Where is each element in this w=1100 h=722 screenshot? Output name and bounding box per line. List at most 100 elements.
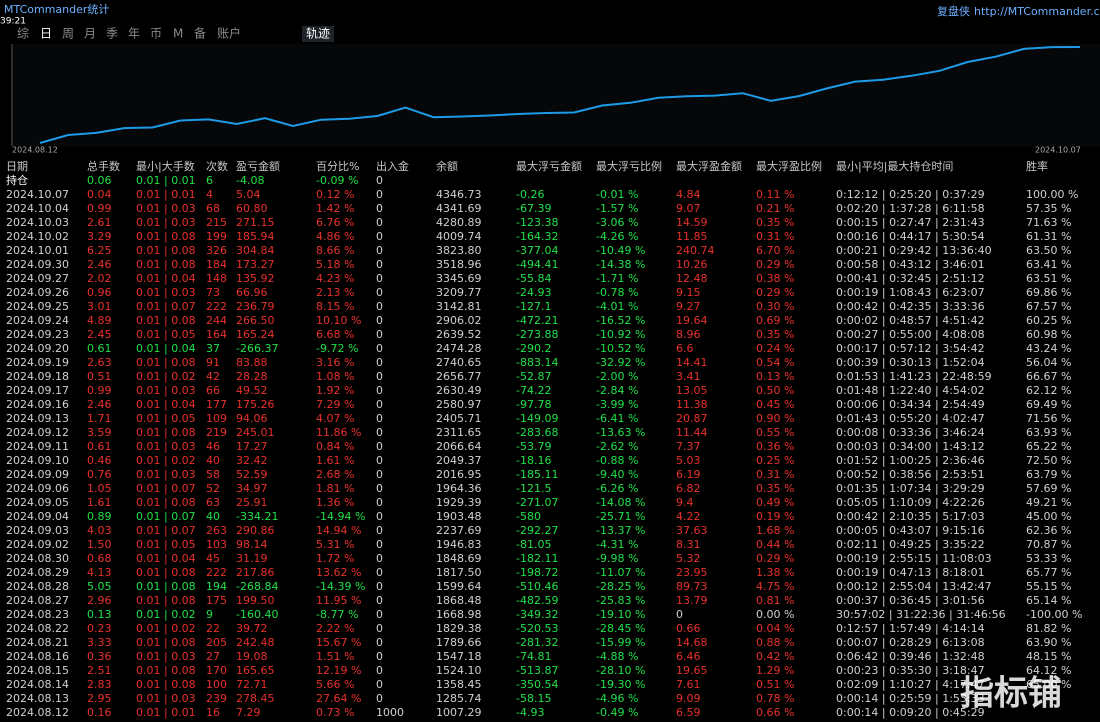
table-cell: 0.35 %	[756, 328, 794, 341]
table-cell: 2024.09.05	[6, 496, 69, 509]
table-cell: 65.00 %	[1026, 678, 1071, 691]
column-header: 最大浮亏金额	[516, 159, 582, 173]
table-cell: 2024.08.21	[6, 636, 69, 649]
table-cell: 2024.09.06	[6, 482, 69, 495]
track-button-bg[interactable]	[302, 26, 334, 42]
table-cell: 0	[376, 454, 383, 467]
table-cell: 45	[206, 552, 220, 565]
tab[interactable]: 季	[106, 27, 118, 41]
table-cell: 23.95	[676, 566, 708, 579]
table-cell: 62.36 %	[1026, 524, 1071, 537]
tab[interactable]: 备	[194, 27, 206, 41]
table-cell: -0.01 %	[596, 188, 638, 201]
table-cell: 91	[206, 356, 220, 369]
table-cell: -494.41	[516, 258, 558, 271]
table-cell: 98.14	[236, 538, 268, 551]
table-cell: 2024.08.12	[6, 706, 69, 719]
table-cell: 2.13 %	[316, 286, 354, 299]
table-cell: 2024.09.24	[6, 314, 69, 327]
table-cell: 0	[376, 174, 383, 187]
table-cell: 5.31 %	[316, 538, 354, 551]
table-cell: 4.22	[676, 510, 701, 523]
table-cell: 66.96	[236, 286, 268, 299]
brand-link[interactable]: http://MTCommander.com	[974, 5, 1100, 18]
track-button[interactable]: 轨迹	[306, 27, 330, 41]
table-cell: 217.86	[236, 566, 275, 579]
table-cell: 20.87	[676, 412, 708, 425]
table-cell: -4.01 %	[596, 300, 638, 313]
table-cell: 3.16 %	[316, 356, 354, 369]
table-cell: 5.32	[676, 552, 701, 565]
table-cell: 0	[376, 244, 383, 257]
table-cell: 0.99	[87, 384, 112, 397]
table-cell: 2024.10.01	[6, 244, 69, 257]
tab[interactable]: 日	[40, 27, 52, 41]
table-cell: -4.26 %	[596, 230, 638, 243]
tab[interactable]: 月	[84, 27, 96, 41]
column-header: 最大浮盈比例	[756, 159, 822, 173]
tab[interactable]: 周	[62, 27, 74, 41]
table-cell: 65.14 %	[1026, 594, 1071, 607]
table-cell: 1.68 %	[756, 524, 794, 537]
table-cell: 72.50 %	[1026, 454, 1071, 467]
table-cell: 326	[206, 244, 227, 257]
table-cell: 66	[206, 384, 220, 397]
table-cell: 2.96	[87, 594, 112, 607]
table-cell: 164	[206, 328, 227, 341]
table-cell: 0	[676, 608, 683, 621]
table-cell: 0:02:11 | 0:49:25 | 3:35:22	[836, 538, 985, 551]
table-cell: -349.32	[516, 608, 558, 621]
table-cell: 0	[376, 622, 383, 635]
tab[interactable]: 综	[17, 27, 29, 41]
table-cell: -14.08 %	[596, 496, 645, 509]
table-cell: 0:00:42 | 0:42:35 | 3:33:36	[836, 300, 985, 313]
table-cell: 71.63 %	[1026, 216, 1071, 229]
table-cell: -24.93	[516, 286, 551, 299]
table-cell: 0:00:41 | 0:32:45 | 2:51:12	[836, 272, 985, 285]
table-cell: -6.41 %	[596, 412, 638, 425]
tab[interactable]: 年	[128, 27, 140, 41]
table-cell: 57.69 %	[1026, 482, 1071, 495]
table-cell: 8.31	[676, 538, 701, 551]
table-cell: -149.09	[516, 412, 558, 425]
equity-line	[39, 46, 1081, 144]
table-cell: 15.67 %	[316, 636, 361, 649]
table-cell: -268.84	[236, 580, 278, 593]
table-cell: -28.10 %	[596, 664, 645, 677]
table-cell: 2024.09.12	[6, 426, 69, 439]
column-header: 百分比%	[316, 160, 359, 173]
table-cell: -4.08	[236, 174, 264, 187]
table-cell: -14.38 %	[596, 258, 645, 271]
table-cell: 0.21 %	[756, 202, 794, 215]
table-cell: -292.27	[516, 524, 558, 537]
table-cell: 9.15	[676, 286, 701, 299]
table-cell: 27	[206, 650, 220, 663]
table-cell: -580	[516, 510, 541, 523]
table-cell: 2024.09.20	[6, 342, 69, 355]
tab[interactable]: 账户	[217, 26, 241, 41]
table-cell: 2024.09.18	[6, 370, 69, 383]
table-cell: 0:00:07 | 0:28:29 | 6:13:08	[836, 636, 985, 649]
table-cell: 14.94 %	[316, 524, 361, 537]
table-cell: 2.68 %	[316, 468, 354, 481]
table-cell: 0:01:48 | 1:22:40 | 4:54:02	[836, 384, 985, 397]
table-cell: 8.15 %	[316, 300, 354, 313]
tab[interactable]: M	[173, 27, 183, 41]
table-cell: 0.01 | 0.08	[136, 678, 196, 691]
brand[interactable]: 复盘侠	[937, 4, 970, 18]
table-cell: -28.45 %	[596, 622, 645, 635]
table-cell: -10.52 %	[596, 342, 645, 355]
table-cell: 0.01 | 0.01	[136, 174, 196, 187]
table-cell: 199.50	[236, 594, 275, 607]
table-cell: 6.46	[676, 650, 701, 663]
table-cell: 0:00:42 | 2:10:35 | 5:17:03	[836, 510, 985, 523]
table-cell: 4.86 %	[316, 230, 354, 243]
table-cell: 1868.48	[436, 594, 482, 607]
table-cell: 0:00:06 | 0:34:34 | 2:54:49	[836, 398, 985, 411]
table-cell: 67.57 %	[1026, 300, 1071, 313]
table-cell: 4	[206, 188, 213, 201]
tab[interactable]: 币	[150, 27, 162, 41]
table-cell: 2024.08.30	[6, 552, 69, 565]
table-cell: 34.97	[236, 482, 268, 495]
table-cell: 42	[206, 370, 220, 383]
